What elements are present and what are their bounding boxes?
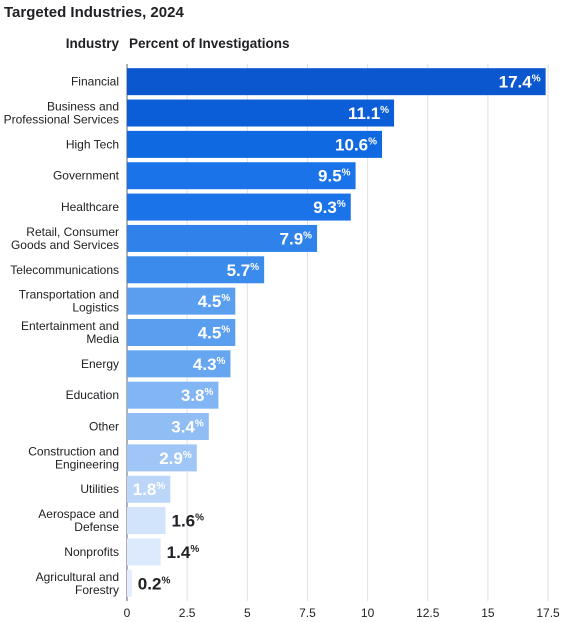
category-label: Education xyxy=(66,388,119,402)
x-tick-label: 0 xyxy=(124,606,131,620)
bar xyxy=(127,569,132,597)
bar xyxy=(127,444,197,472)
x-tick-label: 2.5 xyxy=(179,606,196,620)
category-label: Government xyxy=(53,169,120,183)
category-label: Nonprofits xyxy=(64,545,119,559)
category-label: Transportation and Logistics xyxy=(19,288,119,315)
bar xyxy=(127,413,209,441)
bar xyxy=(127,162,356,190)
category-label: Construction and Engineering xyxy=(28,444,119,471)
x-tick-label: 7.5 xyxy=(299,606,316,620)
chart-title: Targeted Industries, 2024 xyxy=(4,4,184,21)
bar xyxy=(127,99,395,127)
bar xyxy=(127,193,351,221)
value-label: 0.2% xyxy=(138,574,171,593)
value-label: 10.6% xyxy=(335,135,377,154)
category-label: Entertainment and Media xyxy=(21,319,119,346)
value-label: 7.9% xyxy=(280,229,313,248)
category-label: Utilities xyxy=(80,482,119,496)
x-tick-label: 10 xyxy=(361,606,375,620)
value-label: 1.6% xyxy=(171,512,204,531)
category-label: Financial xyxy=(71,75,119,89)
percent-column-header: Percent of Investigations xyxy=(129,36,290,51)
category-label: Aerospace and Defense xyxy=(38,507,119,534)
bar xyxy=(127,507,166,535)
category-label: High Tech xyxy=(66,137,119,151)
value-label: 4.3% xyxy=(193,355,226,374)
bar xyxy=(127,475,171,503)
industry-column-header: Industry xyxy=(65,36,119,51)
value-label: 1.8% xyxy=(133,480,166,499)
value-label: 4.5% xyxy=(198,323,231,342)
category-label: Telecommunications xyxy=(10,263,119,277)
x-tick-label: 17.5 xyxy=(536,606,560,620)
bar xyxy=(127,287,236,315)
x-tick-label: 12.5 xyxy=(416,606,440,620)
x-tick-label: 5 xyxy=(244,606,251,620)
value-label: 17.4% xyxy=(499,73,541,92)
category-label: Energy xyxy=(81,357,119,371)
bar xyxy=(127,381,219,409)
value-label: 2.9% xyxy=(159,449,192,468)
value-label: 9.3% xyxy=(313,198,346,217)
value-label: 3.8% xyxy=(181,386,214,405)
bar xyxy=(127,318,236,346)
value-label: 5.7% xyxy=(227,261,260,280)
category-label: Retail, Consumer Goods and Services xyxy=(11,225,119,252)
value-label: 3.4% xyxy=(171,418,204,437)
bar xyxy=(127,538,161,566)
category-label: Other xyxy=(89,420,119,434)
value-label: 9.5% xyxy=(318,167,351,186)
bar xyxy=(127,350,231,378)
value-label: 4.5% xyxy=(198,292,231,311)
bar xyxy=(127,68,546,96)
category-label: Healthcare xyxy=(61,200,119,214)
category-label: Agricultural and Forestry xyxy=(36,570,119,597)
bar xyxy=(127,224,318,252)
bar xyxy=(127,256,265,284)
value-label: 1.4% xyxy=(167,543,200,562)
category-label: Business and Professional Services xyxy=(4,100,119,127)
x-tick-label: 15 xyxy=(481,606,495,620)
value-label: 11.1% xyxy=(348,104,389,123)
bar xyxy=(127,130,383,158)
